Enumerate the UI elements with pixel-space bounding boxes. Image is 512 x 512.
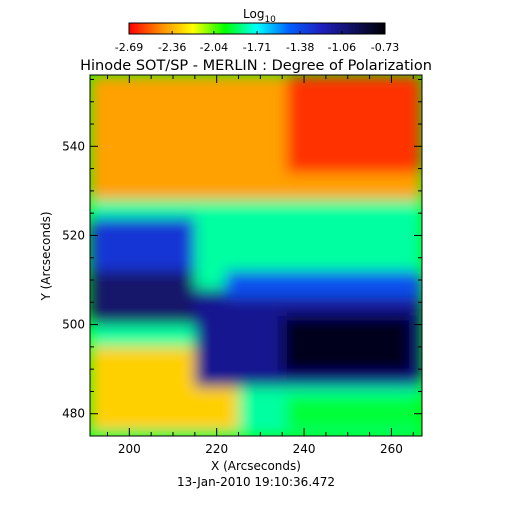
- x-axis: 200 220 240 260: [106, 75, 414, 456]
- heatmap-regions: [90, 75, 422, 436]
- heatmap-image: [90, 75, 422, 436]
- y-axis: 480 500 520 540: [62, 78, 422, 437]
- plot-area: 200 220 240 260 480 500 520 540: [62, 74, 423, 456]
- colorbar-title-subscript: 10: [264, 15, 276, 25]
- y-tick-label: 500: [62, 318, 85, 332]
- colorbar-tick-label: -2.36: [158, 41, 186, 54]
- heatmap-region: [286, 75, 422, 174]
- heatmap-region: [90, 217, 195, 272]
- x-tick-label: 260: [380, 442, 403, 456]
- y-tick-label: 480: [62, 407, 85, 421]
- timestamp-footer: 13-Jan-2010 19:10:36.472: [177, 475, 335, 489]
- y-tick-label: 540: [62, 139, 85, 153]
- colorbar-ticks: -2.69 -2.36 -2.04 -1.71 -1.38 -1.06 -0.73: [115, 31, 399, 54]
- heatmap-region: [286, 395, 422, 432]
- colorbar-tick-label: -0.73: [371, 41, 399, 54]
- colorbar-tick-label: -1.38: [286, 41, 314, 54]
- y-axis-label: Y (Arcseconds): [39, 211, 53, 301]
- y-tick-label: 520: [62, 228, 85, 242]
- heatmap-region: [225, 271, 422, 298]
- colorbar-tick-label: -2.04: [200, 41, 228, 54]
- colorbar-title: Log10: [243, 7, 276, 25]
- colorbar-tick-label: -1.71: [243, 41, 271, 54]
- plot-frame: [89, 74, 423, 437]
- heatmap-region: [90, 271, 195, 325]
- chart-title: Hinode SOT/SP - MERLIN : Degree of Polar…: [80, 58, 432, 74]
- x-tick-label: 220: [205, 442, 228, 456]
- x-tick-label: 240: [293, 442, 316, 456]
- x-tick-label: 200: [118, 442, 141, 456]
- heatmap-region: [282, 315, 414, 374]
- colorbar-tick-label: -2.69: [115, 41, 143, 54]
- x-axis-label: X (Arcseconds): [211, 459, 301, 473]
- colorbar-tick-label: -1.06: [328, 41, 356, 54]
